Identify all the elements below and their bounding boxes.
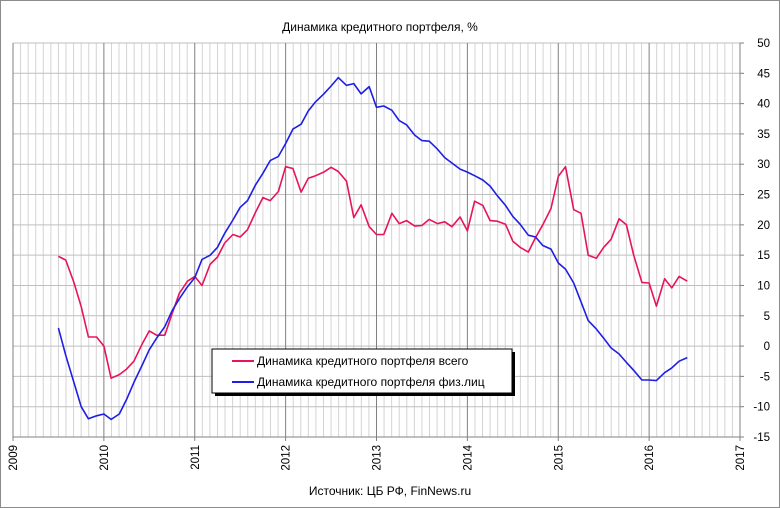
x-tick-label: 2009 bbox=[8, 445, 20, 471]
x-tick-label: 2016 bbox=[644, 445, 656, 471]
chart-title: Динамика кредитного портфеля, % bbox=[282, 20, 478, 34]
x-tick-label: 2017 bbox=[735, 445, 747, 471]
legend bbox=[211, 348, 513, 394]
y-tick-label: 5 bbox=[764, 311, 770, 323]
x-tick-label: 2014 bbox=[462, 444, 474, 470]
x-tick-label: 2010 bbox=[99, 445, 111, 471]
y-tick-label: -15 bbox=[753, 432, 770, 444]
x-tick-label: 2015 bbox=[553, 445, 565, 471]
legend-label-1: Динамика кредитного портфеля всего bbox=[257, 354, 469, 368]
y-tick-label: 30 bbox=[757, 159, 770, 171]
legend-label-2: Динамика кредитного портфеля физ.лиц bbox=[257, 375, 485, 389]
y-tick-label: 0 bbox=[764, 341, 770, 353]
y-tick-label: 35 bbox=[757, 129, 770, 141]
series-line-1 bbox=[58, 165, 688, 379]
y-tick-label: 15 bbox=[757, 250, 770, 262]
y-tick-label: 20 bbox=[757, 220, 770, 232]
x-tick-label: 2013 bbox=[372, 445, 384, 471]
x-tick-label: 2012 bbox=[281, 445, 293, 471]
y-tick-label: 10 bbox=[757, 280, 770, 292]
series-line-2 bbox=[57, 76, 688, 421]
x-tick-label: 2011 bbox=[190, 445, 202, 470]
source-note: Источник: ЦБ РФ, FinNews.ru bbox=[308, 484, 472, 498]
y-tick-label: 25 bbox=[757, 190, 770, 202]
y-tick-label: -10 bbox=[753, 402, 770, 414]
y-tick-label: 40 bbox=[757, 99, 770, 111]
y-tick-label: -5 bbox=[760, 371, 770, 383]
y-tick-label: 45 bbox=[757, 68, 770, 80]
y-tick-label: 50 bbox=[757, 38, 770, 50]
